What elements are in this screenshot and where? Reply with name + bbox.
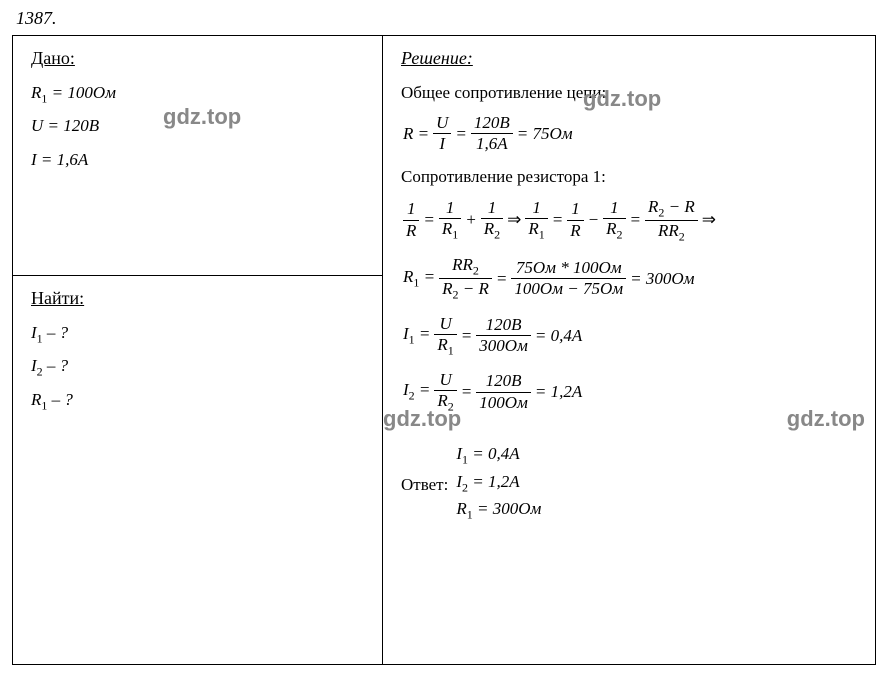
given-item: I = 1,6А — [31, 150, 364, 173]
find-label: Найти: — [31, 288, 364, 309]
watermark: gdz.top — [583, 86, 661, 112]
solution-text: Сопротивление резистора 1: — [401, 167, 857, 187]
given-section: Дано: R1 = 100Ом U = 120В I = 1,6А gdz.t… — [13, 36, 382, 276]
equation: R = UI = 120В1,6А = 75Ом — [401, 113, 857, 155]
find-item: R1 – ? — [31, 390, 364, 413]
answer-item: R1 = 300Ом — [456, 499, 541, 522]
left-column: Дано: R1 = 100Ом U = 120В I = 1,6А gdz.t… — [13, 36, 383, 664]
problem-number: 1387. — [12, 8, 876, 29]
watermark: gdz.top — [787, 406, 865, 432]
given-label: Дано: — [31, 48, 364, 69]
watermark: gdz.top — [383, 406, 461, 432]
given-item: R1 = 100Ом — [31, 83, 364, 106]
find-section: Найти: I1 – ? I2 – ? R1 – ? — [13, 276, 382, 664]
solution-label: Решение: — [401, 48, 857, 69]
find-item: I1 – ? — [31, 323, 364, 346]
equation: 1R = 1R1 + 1R2 ⇒ 1R1 = 1R − 1R2 = R2 − R… — [401, 197, 857, 244]
answer-label: Ответ: — [401, 475, 448, 495]
watermark: gdz.top — [163, 104, 241, 130]
equation: I1 = UR1 = 120В300Ом = 0,4А — [401, 314, 857, 358]
equation: R1 = RR2R2 − R = 75Ом * 100Ом100Ом − 75О… — [401, 255, 857, 302]
solution-table: Дано: R1 = 100Ом U = 120В I = 1,6А gdz.t… — [12, 35, 876, 665]
answer-item: I2 = 1,2А — [456, 472, 541, 495]
solution-section: Решение: gdz.top gdz.top gdz.top Общее с… — [383, 36, 875, 664]
find-item: I2 – ? — [31, 356, 364, 379]
answer-item: I1 = 0,4А — [456, 444, 541, 467]
answer-section: Ответ: I1 = 0,4А I2 = 1,2А R1 = 300Ом — [401, 444, 857, 526]
